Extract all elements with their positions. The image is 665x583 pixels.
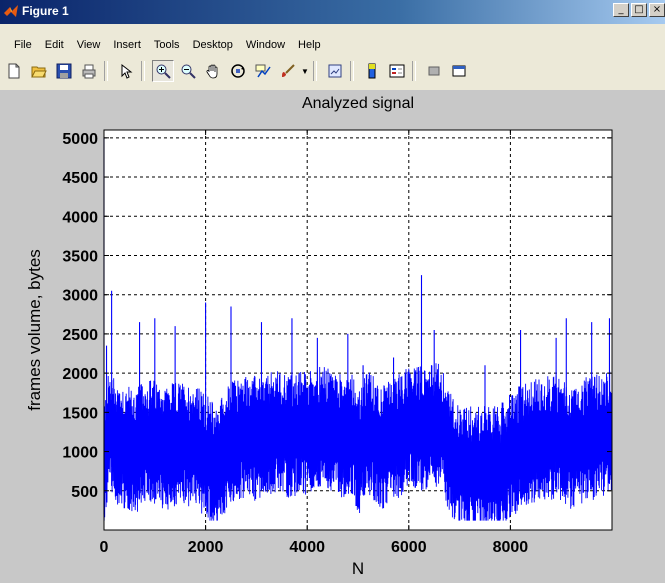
figure-canvas[interactable]: Analyzed signal 0 2000 4000 6000 8000 500 1000…: [0, 90, 665, 583]
toolbar-separator: [141, 61, 145, 81]
brush-icon[interactable]: [277, 60, 299, 82]
menu-bar: File Edit View Insert Tools Desktop Wind…: [0, 36, 665, 54]
hide-plot-tools-icon[interactable]: [423, 60, 445, 82]
link-plot-icon[interactable]: [324, 60, 346, 82]
toolbar-separator: [104, 61, 108, 81]
y-axis-label: frames volume, bytes: [25, 249, 44, 411]
plot-svg: 0 2000 4000 6000 8000 500 1000 1500 2000 2500 3000…: [25, 129, 613, 578]
y-tick-label: 1000: [62, 445, 98, 462]
y-tick-label: 4500: [62, 170, 98, 187]
x-axis-label: N: [352, 559, 364, 578]
y-tick-label: 4000: [62, 209, 98, 226]
edit-plot-arrow-icon[interactable]: [115, 60, 137, 82]
y-tick-label: 2000: [62, 366, 98, 383]
zoom-in-icon[interactable]: [152, 60, 174, 82]
minimize-button[interactable]: _: [613, 3, 629, 17]
insert-colorbar-icon[interactable]: [361, 60, 383, 82]
toolbar-separator: [349, 61, 354, 81]
y-tick-label: 500: [71, 484, 98, 501]
figure-toolbar: ▼: [0, 57, 665, 85]
maximize-button[interactable]: □: [631, 3, 647, 17]
menu-view[interactable]: View: [76, 39, 101, 51]
data-cursor-icon[interactable]: [252, 60, 274, 82]
x-tick-label: 8000: [493, 539, 529, 556]
y-tick-label: 3000: [62, 288, 98, 305]
menu-file[interactable]: File: [14, 39, 32, 51]
y-tick-label: 5000: [62, 131, 98, 148]
print-icon[interactable]: [78, 60, 100, 82]
brush-dropdown-icon[interactable]: ▼: [301, 66, 309, 76]
y-tick-label: 1500: [62, 405, 98, 422]
x-tick-label: 2000: [188, 539, 224, 556]
x-tick-label: 6000: [391, 539, 427, 556]
menu-desktop[interactable]: Desktop: [192, 39, 233, 51]
rotate-3d-icon[interactable]: [227, 60, 249, 82]
open-file-icon[interactable]: [28, 60, 50, 82]
menu-edit[interactable]: Edit: [44, 39, 64, 51]
menu-help[interactable]: Help: [298, 39, 321, 51]
show-plot-tools-icon[interactable]: [448, 60, 470, 82]
zoom-out-icon[interactable]: [177, 60, 199, 82]
chart-title: Analyzed signal: [301, 95, 415, 112]
menu-window[interactable]: Window: [245, 39, 286, 51]
toolbar-separator: [312, 61, 317, 81]
insert-legend-icon[interactable]: [386, 60, 408, 82]
window-title: Figure 1: [22, 4, 69, 18]
menu-tools[interactable]: Tools: [153, 39, 180, 51]
x-tick-label: 4000: [289, 539, 325, 556]
y-tick-label: 3500: [62, 248, 98, 265]
close-button[interactable]: ×: [649, 3, 665, 17]
pan-hand-icon[interactable]: [202, 60, 224, 82]
signal-line: [103, 363, 613, 521]
signal-series: [103, 137, 613, 521]
menu-insert[interactable]: Insert: [113, 39, 141, 51]
y-tick-label: 2500: [62, 327, 98, 344]
matlab-logo-icon: [4, 5, 18, 17]
x-tick-label: 0: [100, 539, 109, 556]
title-bar[interactable]: Figure 1 _ □ ×: [0, 0, 665, 24]
save-icon[interactable]: [53, 60, 75, 82]
new-figure-icon[interactable]: [3, 60, 25, 82]
axes-box: [103, 129, 613, 531]
toolbar-separator: [411, 61, 416, 81]
